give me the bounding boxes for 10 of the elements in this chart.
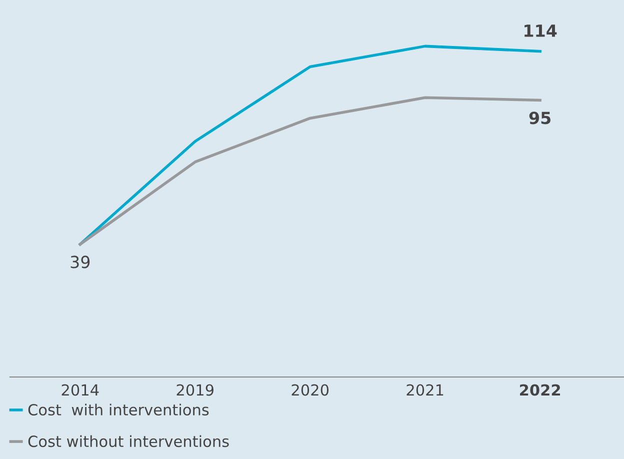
data-label: 39: [70, 256, 90, 268]
x-tick-label: 2014: [62, 384, 99, 396]
data-label: 114: [524, 24, 557, 37]
x-tick-label: 2022: [520, 384, 560, 396]
x-tick-label: 2020: [292, 384, 329, 396]
x-tick-label: 2019: [176, 384, 214, 396]
legend-label: Cost without interventions: [28, 435, 229, 448]
data-label: 95: [529, 112, 550, 124]
x-tick-label: 2021: [406, 384, 444, 396]
legend-label: Cost with interventions: [28, 404, 209, 416]
